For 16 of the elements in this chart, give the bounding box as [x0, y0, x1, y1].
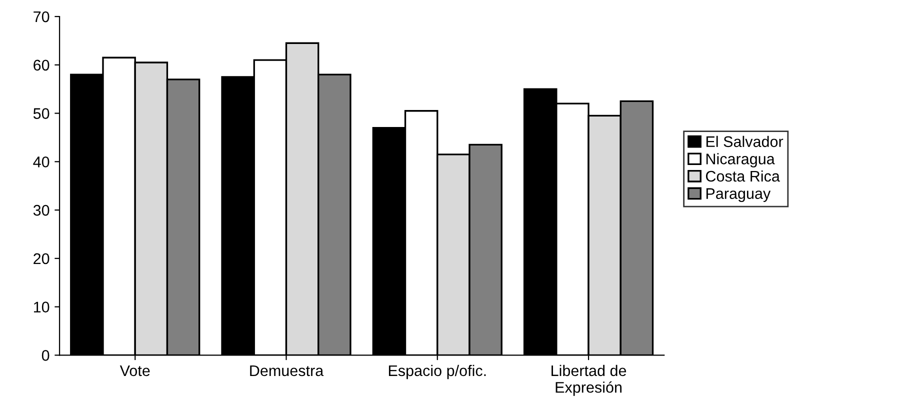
legend-label: El Salvador [706, 136, 784, 148]
y-tick-label: 10 [34, 302, 50, 312]
x-tick-label: Demuestra [250, 365, 324, 376]
legend-label: Costa Rica [706, 170, 780, 182]
y-tick-label: 60 [34, 60, 50, 71]
y-tick-label: 0 [42, 350, 50, 361]
y-tick-label: 20 [34, 253, 50, 264]
y-tick-label: 30 [33, 204, 50, 216]
x-tick-label: Libertad de Expresión [552, 364, 626, 396]
x-tick-label: Vote [120, 365, 150, 376]
x-tick-label: Espacio p/ofic. [388, 364, 486, 380]
y-tick-label: 50 [33, 108, 50, 119]
legend-label: Nicaragua [706, 153, 775, 168]
legend-label: Paraguay [706, 188, 771, 202]
y-tick-label: 70 [34, 11, 50, 22]
y-tick-label: 40 [33, 156, 50, 168]
